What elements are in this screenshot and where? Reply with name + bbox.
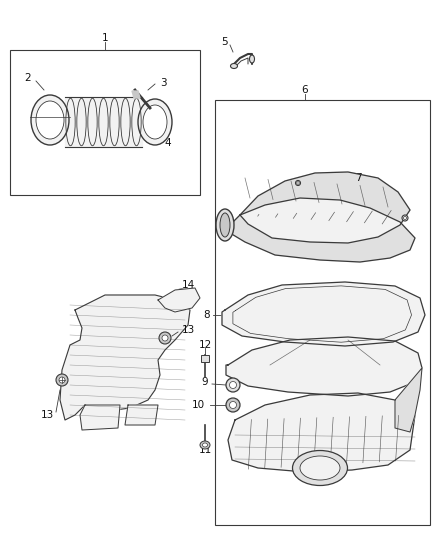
Text: 12: 12 bbox=[198, 340, 212, 350]
Polygon shape bbox=[60, 295, 190, 420]
Text: 13: 13 bbox=[40, 410, 53, 420]
Text: 4: 4 bbox=[165, 138, 171, 148]
Polygon shape bbox=[222, 282, 425, 346]
Ellipse shape bbox=[402, 215, 408, 221]
Text: 2: 2 bbox=[25, 73, 31, 83]
Polygon shape bbox=[225, 172, 415, 262]
Ellipse shape bbox=[296, 181, 300, 185]
Text: 3: 3 bbox=[160, 78, 166, 88]
Ellipse shape bbox=[230, 382, 237, 389]
Ellipse shape bbox=[56, 374, 68, 386]
Text: 1: 1 bbox=[102, 33, 108, 43]
Text: 14: 14 bbox=[182, 280, 195, 290]
Ellipse shape bbox=[293, 450, 347, 486]
Ellipse shape bbox=[143, 105, 167, 139]
Text: 9: 9 bbox=[201, 377, 208, 387]
Ellipse shape bbox=[230, 63, 237, 69]
Ellipse shape bbox=[216, 209, 234, 241]
Ellipse shape bbox=[59, 377, 65, 383]
Text: 11: 11 bbox=[198, 445, 212, 455]
Polygon shape bbox=[395, 368, 422, 432]
Ellipse shape bbox=[138, 99, 172, 145]
Ellipse shape bbox=[226, 378, 240, 392]
Polygon shape bbox=[158, 288, 200, 312]
Ellipse shape bbox=[297, 182, 299, 184]
Text: 10: 10 bbox=[192, 400, 205, 410]
Bar bbox=[10, 50, 200, 195]
Ellipse shape bbox=[300, 456, 340, 480]
Ellipse shape bbox=[200, 441, 210, 449]
Polygon shape bbox=[125, 405, 158, 425]
Ellipse shape bbox=[226, 398, 240, 412]
Polygon shape bbox=[226, 337, 422, 396]
Ellipse shape bbox=[31, 95, 69, 145]
Text: 8: 8 bbox=[203, 310, 210, 320]
Text: 7: 7 bbox=[355, 173, 362, 183]
Polygon shape bbox=[240, 172, 410, 243]
Ellipse shape bbox=[159, 332, 171, 344]
Ellipse shape bbox=[36, 101, 64, 139]
Text: 5: 5 bbox=[222, 37, 228, 47]
Ellipse shape bbox=[162, 335, 168, 341]
Text: 6: 6 bbox=[302, 85, 308, 95]
Bar bbox=[201, 355, 209, 362]
Ellipse shape bbox=[250, 55, 254, 63]
Bar bbox=[215, 100, 430, 525]
Text: 13: 13 bbox=[182, 325, 195, 335]
Polygon shape bbox=[132, 91, 140, 98]
Ellipse shape bbox=[403, 216, 406, 220]
Polygon shape bbox=[228, 393, 415, 472]
Polygon shape bbox=[80, 405, 120, 430]
Ellipse shape bbox=[202, 443, 208, 447]
Ellipse shape bbox=[220, 213, 230, 237]
Ellipse shape bbox=[230, 401, 237, 408]
